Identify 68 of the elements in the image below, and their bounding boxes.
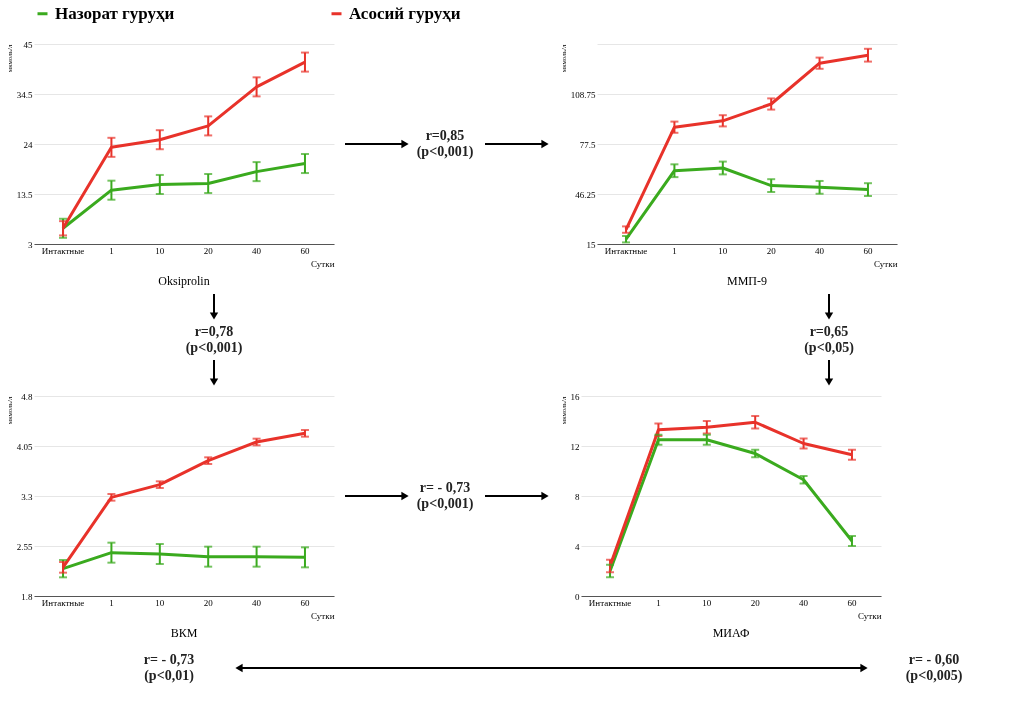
line-series (624, 53, 870, 232)
x-tick-label: 10 (718, 245, 728, 256)
y-tick-label: 4.05 (16, 441, 33, 452)
x-tick-label: Интактные (41, 245, 85, 256)
text: r=0,85 (425, 128, 465, 143)
x-axis-title: Сутки (311, 258, 335, 269)
y-tick-label: 15 (586, 239, 596, 250)
text: r= - 0,60 (908, 652, 960, 667)
text: (p<0,001) (185, 340, 243, 356)
x-tick-label: 10 (155, 245, 165, 256)
text: r=0,78 (194, 324, 234, 339)
x-tick-label: 1 (109, 597, 114, 608)
y-tick-label: 12 (570, 441, 580, 452)
x-tick-label: Интактные (588, 597, 632, 608)
x-tick-label: 60 (863, 245, 873, 256)
text: (p<0,005) (905, 668, 963, 684)
y-tick-label: 8 (575, 491, 580, 502)
x-tick-label: 60 (300, 245, 310, 256)
x-tick-label: 40 (252, 597, 262, 608)
text: (p<0,001) (416, 144, 474, 160)
line-series (61, 431, 307, 569)
text: (p<0,01) (144, 668, 195, 684)
y-tick-label: 4.8 (21, 391, 33, 402)
x-tick-label: 20 (203, 245, 214, 256)
x-tick-label: 10 (702, 597, 712, 608)
x-tick-label: Интактные (604, 245, 648, 256)
x-tick-label: 60 (300, 597, 310, 608)
text: МИАФ (712, 626, 750, 640)
text: r=0,65 (809, 324, 849, 339)
text: ВКМ (170, 626, 198, 640)
y-tick-label: 2.55 (16, 541, 33, 552)
text: (p<0,05) (804, 340, 855, 356)
x-tick-label: 1 (656, 597, 661, 608)
y-tick-label: 16 (570, 391, 580, 402)
x-tick-label: 1 (672, 245, 677, 256)
x-tick-label: 20 (750, 597, 761, 608)
x-tick-label: 20 (766, 245, 777, 256)
x-tick-label: 60 (847, 597, 857, 608)
y-tick-label: 45 (23, 39, 33, 50)
x-tick-label: 40 (252, 245, 262, 256)
line-series (608, 438, 854, 573)
text: r= - 0,73 (143, 652, 195, 667)
x-axis-title: Сутки (874, 258, 898, 269)
y-tick-label: 108.75 (570, 89, 596, 100)
x-axis-title: Сутки (858, 610, 882, 621)
y-tick-label: 34.5 (16, 89, 33, 100)
x-tick-label: 1 (109, 245, 114, 256)
y-tick-label: 77.5 (579, 139, 596, 150)
x-tick-label: 20 (203, 597, 214, 608)
text: Oksiprolin (158, 274, 210, 288)
legend-label: Назорат гуруҳи (55, 3, 175, 23)
x-tick-label: Интактные (41, 597, 85, 608)
y-tick-label: 46.25 (575, 189, 596, 200)
legend-label: Асосий гуруҳи (349, 3, 461, 23)
text: (p<0,001) (416, 496, 474, 512)
y-tick-label: 4 (575, 541, 580, 552)
y-tick-label: 3 (28, 239, 33, 250)
x-tick-label: 40 (799, 597, 809, 608)
y-tick-label: 3.3 (21, 491, 33, 502)
y-tick-label: 1.8 (21, 591, 33, 602)
y-tick-label: 13.5 (16, 189, 33, 200)
x-tick-label: 10 (155, 597, 165, 608)
text: ММП-9 (726, 274, 768, 288)
x-tick-label: 40 (815, 245, 825, 256)
y-tick-label: 0 (575, 591, 580, 602)
text: r= - 0,73 (419, 480, 471, 495)
x-axis-title: Сутки (311, 610, 335, 621)
y-tick-label: 24 (23, 139, 33, 150)
